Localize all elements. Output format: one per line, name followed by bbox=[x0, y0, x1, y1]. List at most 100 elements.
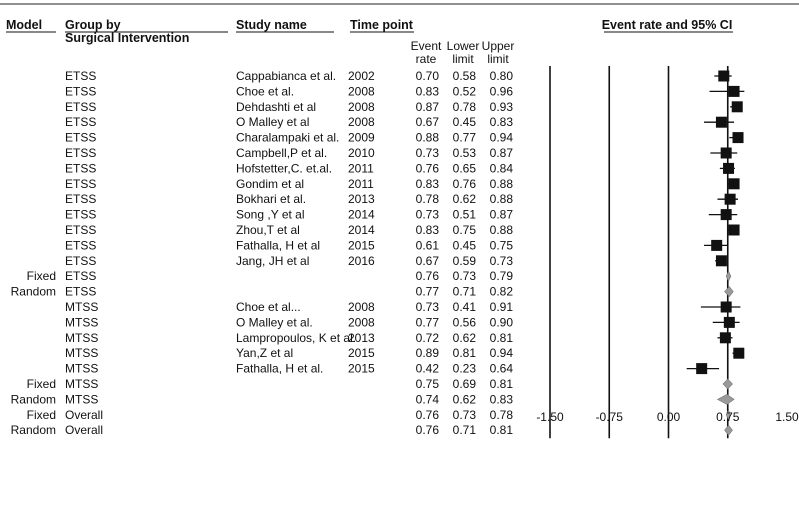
row-year: 2015 bbox=[348, 362, 375, 376]
x-tick-label: -0.75 bbox=[596, 410, 624, 424]
row-upper-limit: 0.64 bbox=[490, 362, 514, 376]
row-lower-limit: 0.45 bbox=[453, 115, 477, 129]
row-study-name: Dehdashti et al bbox=[236, 100, 316, 114]
column-headers: Model Group by Surgical Intervention Stu… bbox=[6, 18, 732, 45]
row-group: ETSS bbox=[65, 254, 96, 268]
header-group-line2: Surgical Intervention bbox=[65, 31, 189, 45]
row-upper-limit: 0.81 bbox=[490, 331, 514, 345]
row-event-rate: 0.76 bbox=[416, 269, 440, 283]
row-upper-limit: 0.96 bbox=[490, 84, 514, 98]
row-year: 2014 bbox=[348, 223, 375, 237]
point-estimate-square bbox=[720, 209, 732, 221]
forest-marks bbox=[686, 70, 745, 436]
row-year: 2008 bbox=[348, 315, 375, 329]
row-upper-limit: 0.84 bbox=[490, 161, 514, 175]
row-lower-limit: 0.51 bbox=[453, 208, 477, 222]
header-upper-limit: Upper bbox=[482, 39, 515, 53]
row-group: ETSS bbox=[65, 177, 96, 191]
header-study: Study name bbox=[236, 18, 307, 32]
row-event-rate: 0.76 bbox=[416, 423, 440, 437]
point-estimate-square bbox=[696, 363, 708, 375]
row-event-rate: 0.87 bbox=[416, 100, 440, 114]
row-event-rate: 0.78 bbox=[416, 192, 440, 206]
row-upper-limit: 0.83 bbox=[490, 115, 514, 129]
point-estimate-square bbox=[720, 301, 732, 313]
summary-diamond bbox=[716, 394, 735, 405]
row-study-name: Choe et al... bbox=[236, 300, 301, 314]
row-group: ETSS bbox=[65, 285, 96, 299]
point-estimate-square bbox=[720, 147, 732, 159]
header-event-rate-line2: rate bbox=[416, 52, 437, 66]
row-lower-limit: 0.77 bbox=[453, 131, 477, 145]
row-upper-limit: 0.88 bbox=[490, 177, 514, 191]
header-model: Model bbox=[6, 18, 42, 32]
row-event-rate: 0.61 bbox=[416, 238, 440, 252]
row-upper-limit: 0.88 bbox=[490, 223, 514, 237]
row-upper-limit: 0.73 bbox=[490, 254, 514, 268]
row-year: 2016 bbox=[348, 254, 375, 268]
row-event-rate: 0.83 bbox=[416, 84, 440, 98]
row-group: ETSS bbox=[65, 115, 96, 129]
point-estimate-square bbox=[723, 162, 735, 174]
row-upper-limit: 0.87 bbox=[490, 208, 514, 222]
row-study-name: Bokhari et al. bbox=[236, 192, 306, 206]
point-estimate-square bbox=[732, 132, 744, 144]
row-upper-limit: 0.80 bbox=[490, 69, 514, 83]
header-event-rate: Event bbox=[411, 39, 442, 53]
row-event-rate: 0.83 bbox=[416, 177, 440, 191]
row-study-name: Hofstetter,C. et.al. bbox=[236, 161, 332, 175]
row-model: Fixed bbox=[27, 269, 56, 283]
row-year: 2008 bbox=[348, 100, 375, 114]
row-lower-limit: 0.71 bbox=[453, 285, 477, 299]
row-lower-limit: 0.62 bbox=[453, 192, 477, 206]
row-lower-limit: 0.73 bbox=[453, 269, 477, 283]
row-group: ETSS bbox=[65, 69, 96, 83]
row-study-name: Fathalla, H et al bbox=[236, 238, 320, 252]
row-study-name: O Malley et al bbox=[236, 115, 309, 129]
row-group: MTSS bbox=[65, 362, 98, 376]
row-group: ETSS bbox=[65, 208, 96, 222]
row-event-rate: 0.73 bbox=[416, 146, 440, 160]
stat-headers: Event rate Lower limit Upper limit bbox=[411, 39, 515, 66]
row-lower-limit: 0.58 bbox=[453, 69, 477, 83]
summary-diamond bbox=[724, 286, 734, 298]
summary-diamond bbox=[725, 270, 732, 282]
row-group: ETSS bbox=[65, 161, 96, 175]
row-event-rate: 0.88 bbox=[416, 131, 440, 145]
row-study-name: Yan,Z et al bbox=[236, 346, 293, 360]
row-event-rate: 0.74 bbox=[416, 392, 440, 406]
row-group: MTSS bbox=[65, 300, 98, 314]
row-year: 2008 bbox=[348, 115, 375, 129]
row-group: ETSS bbox=[65, 84, 96, 98]
row-event-rate: 0.77 bbox=[416, 315, 440, 329]
point-estimate-square bbox=[728, 178, 740, 190]
row-upper-limit: 0.93 bbox=[490, 100, 514, 114]
point-estimate-square bbox=[715, 255, 727, 267]
summary-diamond bbox=[725, 408, 731, 421]
summary-diamond bbox=[724, 424, 733, 436]
row-event-rate: 0.73 bbox=[416, 208, 440, 222]
row-lower-limit: 0.78 bbox=[453, 100, 477, 114]
row-group: ETSS bbox=[65, 131, 96, 145]
row-study-name: Cappabianca et al. bbox=[236, 69, 336, 83]
row-lower-limit: 0.81 bbox=[453, 346, 477, 360]
row-year: 2008 bbox=[348, 300, 375, 314]
row-upper-limit: 0.87 bbox=[490, 146, 514, 160]
row-event-rate: 0.76 bbox=[416, 408, 440, 422]
row-lower-limit: 0.65 bbox=[453, 161, 477, 175]
row-year: 2014 bbox=[348, 208, 375, 222]
row-upper-limit: 0.82 bbox=[490, 285, 514, 299]
row-year: 2011 bbox=[348, 161, 374, 175]
x-tick-label: 0.75 bbox=[716, 410, 740, 424]
row-group: ETSS bbox=[65, 223, 96, 237]
x-tick-label: -1.50 bbox=[536, 410, 564, 424]
row-event-rate: 0.75 bbox=[416, 377, 440, 391]
row-group: ETSS bbox=[65, 238, 96, 252]
row-lower-limit: 0.59 bbox=[453, 254, 477, 268]
row-event-rate: 0.89 bbox=[416, 346, 440, 360]
header-group: Group by bbox=[65, 18, 121, 32]
header-upper-limit-line2: limit bbox=[487, 52, 509, 66]
row-upper-limit: 0.75 bbox=[490, 238, 514, 252]
point-estimate-square bbox=[719, 332, 731, 344]
